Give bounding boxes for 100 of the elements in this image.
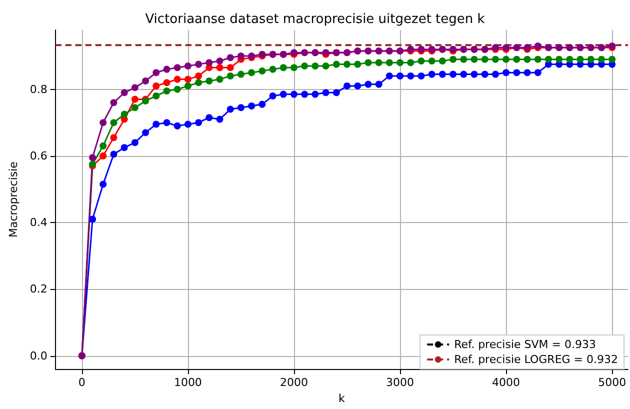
- point: [174, 122, 181, 130]
- point: [280, 64, 287, 72]
- point: [120, 144, 128, 152]
- point: [237, 52, 244, 60]
- point: [608, 56, 616, 63]
- point: [195, 79, 202, 86]
- point: [418, 57, 425, 64]
- point: [450, 56, 457, 63]
- point: [438, 57, 446, 64]
- point: [216, 116, 224, 123]
- point: [556, 56, 563, 63]
- point: [195, 60, 202, 68]
- point: [524, 69, 531, 76]
- point: [110, 134, 118, 142]
- y-tick-label: 0.6: [30, 149, 48, 162]
- x-tick-label: 0: [78, 376, 86, 390]
- point: [290, 64, 298, 72]
- point: [152, 69, 160, 76]
- point: [576, 56, 584, 63]
- point: [407, 59, 414, 66]
- point: [163, 79, 170, 86]
- point: [100, 142, 107, 150]
- legend-label: Ref. precisie SVM = 0.933: [454, 338, 596, 351]
- point: [332, 89, 340, 96]
- point: [492, 70, 499, 78]
- point: [206, 114, 213, 122]
- point: [386, 72, 393, 80]
- point: [354, 82, 362, 90]
- y-tick-label: 0.4: [30, 216, 48, 230]
- y-tick-label: 0.2: [30, 282, 48, 296]
- point: [502, 69, 510, 76]
- point: [301, 62, 308, 70]
- point: [195, 72, 202, 80]
- point: [89, 216, 96, 223]
- point: [375, 59, 382, 66]
- point: [301, 90, 308, 98]
- point: [481, 70, 488, 78]
- point: [100, 119, 107, 126]
- x-tick-label: 4000: [492, 376, 520, 390]
- point: [258, 67, 266, 74]
- point: [174, 86, 181, 93]
- point: [534, 69, 542, 76]
- point: [354, 60, 362, 68]
- point: [226, 106, 234, 113]
- point: [100, 180, 107, 188]
- point: [428, 57, 436, 64]
- point: [428, 70, 436, 78]
- point: [470, 56, 478, 63]
- point: [226, 64, 234, 72]
- x-tick-label: 2000: [280, 376, 308, 390]
- point: [184, 62, 192, 70]
- y-tick-label: 0.0: [30, 349, 48, 362]
- point: [322, 62, 330, 70]
- point: [534, 56, 542, 63]
- point: [100, 152, 107, 160]
- point: [110, 99, 118, 106]
- chart-title: Victoriaanse dataset macroprecisie uitgezet tegen k: [145, 12, 486, 27]
- point: [195, 119, 202, 126]
- point: [184, 82, 192, 90]
- point: [206, 59, 213, 66]
- point: [544, 56, 552, 63]
- point: [470, 70, 478, 78]
- point: [216, 64, 224, 72]
- point: [269, 92, 276, 100]
- point: [237, 70, 244, 78]
- point: [131, 139, 138, 146]
- point: [502, 56, 510, 63]
- point: [163, 66, 170, 73]
- point: [142, 129, 150, 136]
- point: [184, 120, 192, 128]
- point: [237, 104, 244, 112]
- point: [174, 76, 181, 83]
- point: [524, 56, 531, 63]
- point: [460, 70, 468, 78]
- point: [364, 59, 372, 66]
- point: [248, 69, 256, 76]
- point: [344, 82, 350, 90]
- point: [460, 56, 468, 63]
- point: [396, 59, 404, 66]
- point: [481, 56, 488, 63]
- point: [216, 57, 224, 64]
- point: [364, 80, 372, 88]
- point: [163, 119, 170, 126]
- point: [598, 56, 605, 63]
- point: [344, 60, 350, 68]
- point: [131, 104, 138, 112]
- point: [386, 59, 393, 66]
- y-tick-label: 0.8: [30, 82, 48, 96]
- point: [152, 82, 160, 90]
- point: [450, 70, 457, 78]
- point: [131, 84, 138, 92]
- point: [258, 100, 266, 108]
- point: [110, 119, 118, 126]
- point: [513, 69, 520, 76]
- point: [110, 150, 118, 158]
- point: [513, 56, 520, 63]
- point: [566, 56, 574, 63]
- point: [226, 72, 234, 80]
- point: [142, 77, 150, 84]
- x-tick-label: 1000: [174, 376, 202, 390]
